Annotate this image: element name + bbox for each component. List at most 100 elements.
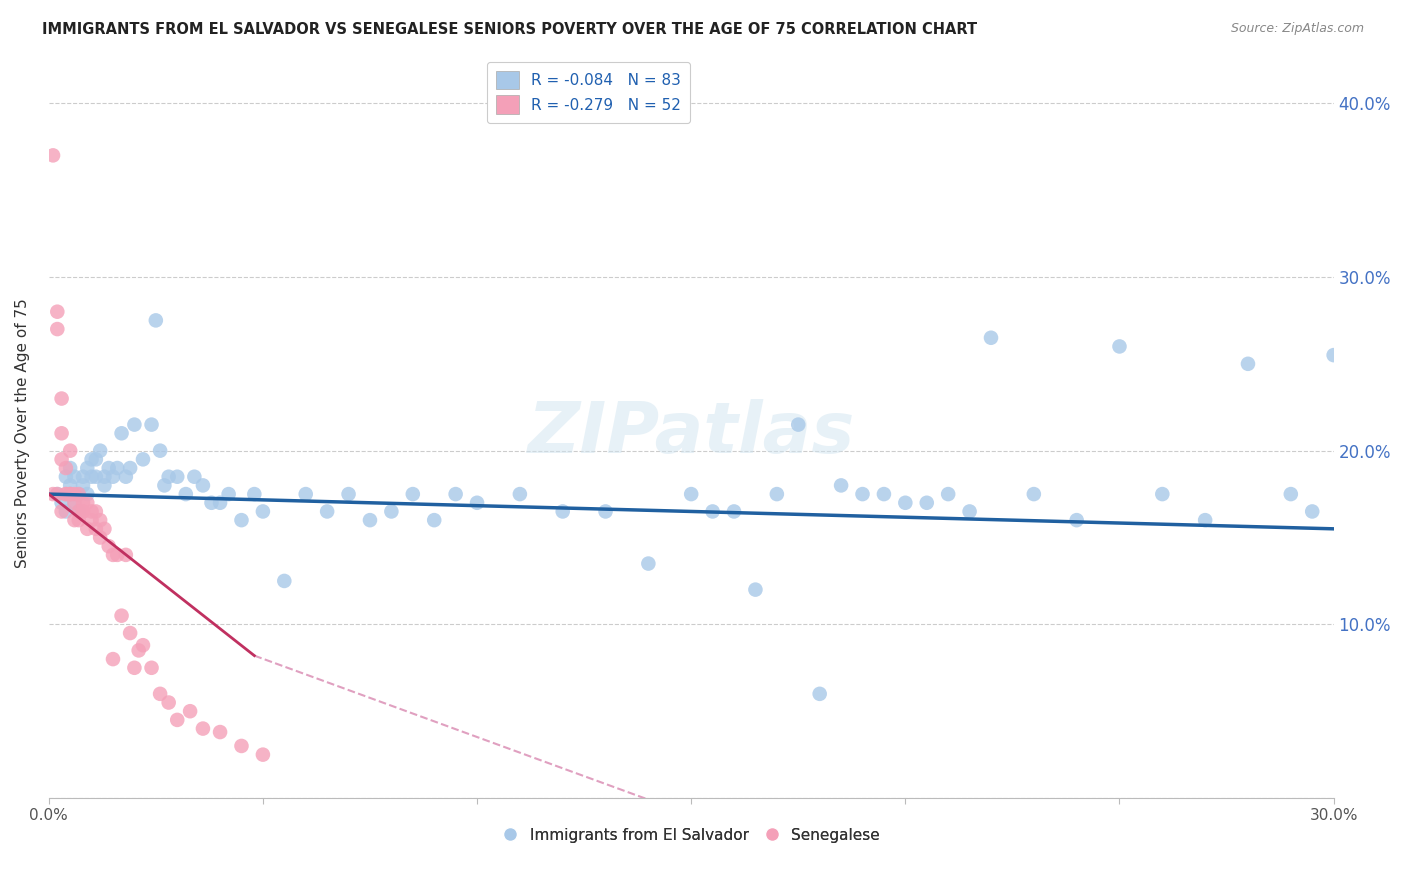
- Point: [723, 504, 745, 518]
- Point: [59, 487, 82, 501]
- Point: [89, 513, 111, 527]
- Point: [149, 687, 172, 701]
- Point: [80, 504, 103, 518]
- Text: Source: ZipAtlas.com: Source: ZipAtlas.com: [1230, 22, 1364, 36]
- Point: [115, 548, 138, 562]
- Point: [787, 417, 810, 432]
- Point: [509, 487, 531, 501]
- Point: [873, 487, 896, 501]
- Point: [51, 452, 73, 467]
- Point: [1066, 513, 1088, 527]
- Point: [141, 417, 163, 432]
- Text: ZIPatlas: ZIPatlas: [527, 399, 855, 467]
- Point: [132, 638, 155, 652]
- Point: [51, 392, 73, 406]
- Point: [55, 469, 77, 483]
- Point: [1022, 487, 1045, 501]
- Point: [894, 496, 917, 510]
- Point: [465, 496, 488, 510]
- Point: [166, 713, 188, 727]
- Point: [59, 487, 82, 501]
- Point: [744, 582, 766, 597]
- Point: [141, 661, 163, 675]
- Point: [42, 148, 65, 162]
- Point: [851, 487, 873, 501]
- Point: [46, 487, 69, 501]
- Point: [76, 496, 98, 510]
- Point: [808, 687, 831, 701]
- Point: [166, 469, 188, 483]
- Point: [55, 487, 77, 501]
- Point: [157, 469, 180, 483]
- Point: [231, 513, 253, 527]
- Point: [153, 478, 176, 492]
- Point: [252, 747, 274, 762]
- Point: [209, 725, 232, 739]
- Legend: Immigrants from El Salvador, Senegalese: Immigrants from El Salvador, Senegalese: [496, 822, 886, 849]
- Point: [359, 513, 381, 527]
- Point: [67, 504, 90, 518]
- Point: [93, 469, 115, 483]
- Point: [120, 461, 142, 475]
- Point: [84, 452, 107, 467]
- Point: [830, 478, 852, 492]
- Point: [55, 504, 77, 518]
- Point: [174, 487, 197, 501]
- Point: [1323, 348, 1346, 362]
- Point: [72, 478, 94, 492]
- Point: [337, 487, 360, 501]
- Point: [218, 487, 240, 501]
- Point: [124, 417, 146, 432]
- Point: [1301, 504, 1323, 518]
- Point: [380, 504, 402, 518]
- Point: [316, 504, 339, 518]
- Point: [105, 548, 128, 562]
- Point: [128, 643, 150, 657]
- Point: [252, 504, 274, 518]
- Point: [681, 487, 703, 501]
- Point: [46, 487, 69, 501]
- Point: [76, 487, 98, 501]
- Point: [105, 461, 128, 475]
- Point: [110, 426, 132, 441]
- Point: [97, 461, 120, 475]
- Point: [959, 504, 981, 518]
- Point: [149, 443, 172, 458]
- Point: [46, 304, 69, 318]
- Point: [51, 504, 73, 518]
- Point: [1279, 487, 1302, 501]
- Point: [63, 496, 86, 510]
- Point: [72, 496, 94, 510]
- Point: [67, 513, 90, 527]
- Point: [423, 513, 446, 527]
- Point: [115, 469, 138, 483]
- Point: [1108, 339, 1130, 353]
- Point: [89, 531, 111, 545]
- Point: [97, 539, 120, 553]
- Point: [84, 504, 107, 518]
- Point: [132, 452, 155, 467]
- Point: [72, 504, 94, 518]
- Point: [209, 496, 232, 510]
- Point: [89, 443, 111, 458]
- Point: [915, 496, 938, 510]
- Point: [76, 461, 98, 475]
- Text: IMMIGRANTS FROM EL SALVADOR VS SENEGALESE SENIORS POVERTY OVER THE AGE OF 75 COR: IMMIGRANTS FROM EL SALVADOR VS SENEGALES…: [42, 22, 977, 37]
- Point: [80, 452, 103, 467]
- Point: [231, 739, 253, 753]
- Point: [59, 461, 82, 475]
- Point: [59, 443, 82, 458]
- Point: [294, 487, 316, 501]
- Point: [273, 574, 295, 588]
- Point: [110, 608, 132, 623]
- Point: [51, 496, 73, 510]
- Point: [80, 513, 103, 527]
- Point: [980, 331, 1002, 345]
- Point: [46, 322, 69, 336]
- Point: [84, 522, 107, 536]
- Point: [67, 504, 90, 518]
- Point: [93, 522, 115, 536]
- Point: [702, 504, 724, 518]
- Point: [67, 487, 90, 501]
- Point: [243, 487, 266, 501]
